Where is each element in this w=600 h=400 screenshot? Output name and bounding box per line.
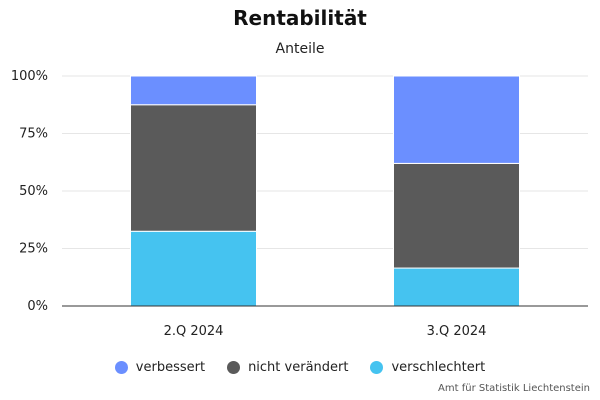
legend-item[interactable]: verschlechtert [370, 360, 485, 375]
bar-segment[interactable] [393, 162, 520, 269]
y-tick-label: 50% [19, 184, 48, 199]
legend-swatch [370, 361, 384, 374]
bar-segment[interactable] [393, 75, 520, 164]
x-tick-label: 2.Q 2024 [164, 324, 224, 339]
bar-segment[interactable] [130, 230, 257, 307]
y-tick-label: 25% [19, 242, 48, 257]
legend-label: nicht verändert [248, 360, 349, 375]
legend-item[interactable]: verbessert [114, 360, 206, 375]
chart-subtitle: Anteile [275, 41, 325, 57]
legend-swatch [114, 361, 128, 374]
y-tick-label: 100% [11, 69, 48, 84]
chart-title: Rentabilität [233, 6, 367, 30]
bar-segment[interactable] [130, 75, 257, 106]
y-tick-label: 0% [27, 299, 48, 314]
chart-legend: verbessert nicht verändert verschlechtert [0, 360, 600, 375]
legend-label: verschlechtert [391, 360, 486, 375]
credits-text[interactable]: Amt für Statistik Liechtenstein [438, 383, 590, 394]
legend-label: verbessert [135, 360, 206, 375]
bar-segment[interactable] [393, 267, 520, 307]
legend-swatch [227, 361, 241, 374]
x-tick-label: 3.Q 2024 [427, 324, 487, 339]
y-tick-label: 75% [19, 127, 48, 142]
bar-segment[interactable] [130, 104, 257, 232]
legend-item[interactable]: nicht verändert [227, 360, 348, 375]
